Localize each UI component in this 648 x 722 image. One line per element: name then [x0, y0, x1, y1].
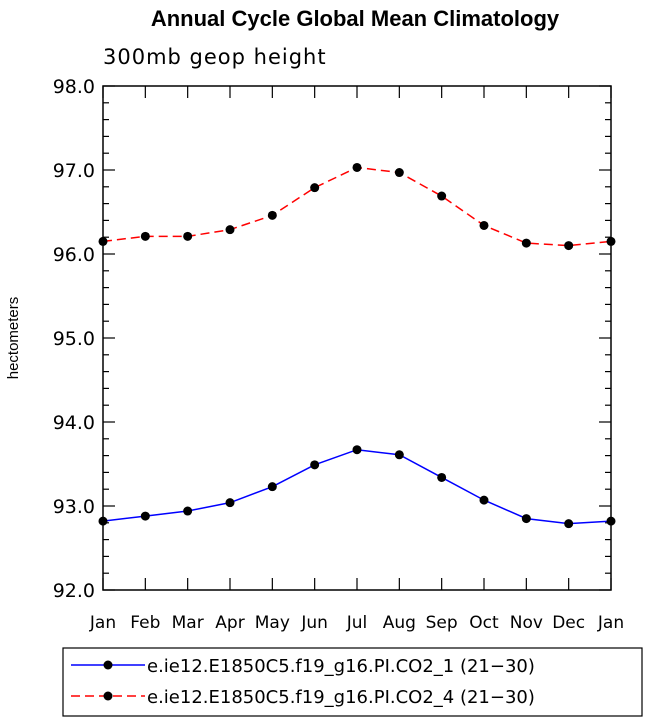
y-tick-label: 93.0	[53, 496, 95, 518]
legend-label-1: e.ie12.E1850C5.f19_g16.PI.CO2_1 (21−30)	[147, 656, 535, 677]
x-tick-label: Jun	[300, 613, 328, 633]
x-tick-label: Aug	[383, 613, 416, 633]
series-1-point	[225, 498, 235, 508]
series-1-point	[394, 450, 404, 460]
legend-marker-2	[103, 691, 113, 701]
series-2-point	[98, 236, 108, 246]
series-1-point	[352, 445, 362, 455]
series-2-point	[437, 191, 447, 201]
series-2-point	[183, 231, 193, 241]
series-2-point	[564, 241, 574, 251]
x-tick-label: Jan	[597, 613, 624, 633]
x-tick-label: Mar	[172, 613, 204, 633]
series-2-point	[352, 162, 362, 172]
series-1-point	[267, 482, 277, 492]
x-tick-label: May	[255, 613, 290, 633]
series-2-point	[310, 183, 320, 193]
series-line-1	[102, 448, 612, 525]
series-1-point	[479, 495, 489, 505]
y-tick-label: 97.0	[53, 160, 95, 182]
series-line-2	[102, 166, 612, 247]
x-tick-label: Jul	[346, 613, 368, 633]
x-tick-label: Dec	[552, 613, 585, 633]
plot-frame	[102, 85, 612, 591]
series-1-point	[521, 514, 531, 524]
y-tick-label: 98.0	[53, 76, 95, 98]
series-2-point	[394, 168, 404, 178]
x-tick-label: Feb	[130, 613, 160, 633]
legend-box	[62, 647, 643, 717]
series-2-point	[606, 236, 616, 246]
legend-marker-1	[103, 660, 113, 670]
y-tick-label: 95.0	[53, 328, 95, 350]
series-1-point	[606, 516, 616, 526]
x-tick-label: Nov	[510, 613, 543, 633]
series-1-point	[564, 519, 574, 529]
x-tick-label: Oct	[469, 613, 499, 633]
series-2-point	[521, 238, 531, 248]
series-2-point	[479, 220, 489, 230]
chart-subtitle: 300mb geop height	[103, 45, 327, 69]
y-tick-label: 94.0	[53, 412, 95, 434]
x-tick-label: Sep	[426, 613, 458, 633]
series-1-point	[310, 460, 320, 470]
legend: e.ie12.E1850C5.f19_g16.PI.CO2_1 (21−30) e…	[62, 647, 643, 717]
y-tick-label: 96.0	[53, 244, 95, 266]
x-tick-label: Apr	[215, 613, 244, 633]
series-1-point	[437, 472, 447, 482]
series-1-point	[98, 516, 108, 526]
y-tick-label: 92.0	[53, 580, 95, 602]
series-2-point	[267, 210, 277, 220]
x-tick-label: Jan	[89, 613, 116, 633]
series-2-point	[140, 231, 150, 241]
legend-label-2: e.ie12.E1850C5.f19_g16.PI.CO2_4 (21−30)	[147, 687, 535, 708]
series-1-point	[140, 511, 150, 521]
chart-title: Annual Cycle Global Mean Climatology	[151, 6, 560, 31]
plot-area: 92.0 93.0 94.0 95.0 96.0 97.0 98.0 Jan Feb Mar Apr…	[53, 76, 624, 633]
series-1-point	[183, 506, 193, 516]
y-axis-label: hectometers	[5, 297, 22, 380]
series-2-point	[225, 225, 235, 235]
